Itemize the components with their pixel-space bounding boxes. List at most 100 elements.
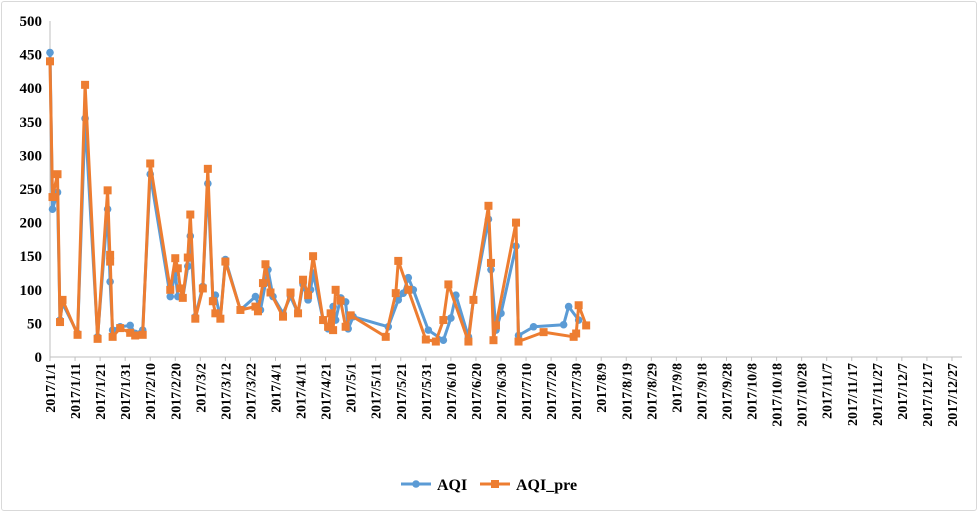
data-point-aqi-pre-54 (404, 285, 413, 294)
data-point-aqi-pre-25 (198, 284, 207, 293)
x-tick-label-2017-3-2: 2017/3/2 (194, 363, 209, 413)
data-point-aqi-pre-24 (191, 314, 200, 323)
y-tick-label-300: 300 (20, 148, 43, 164)
legend: AQI AQI_pre (401, 477, 577, 494)
data-point-aqi-pre-12 (116, 324, 125, 333)
data-point-aqi-pre-38 (286, 288, 295, 297)
data-point-aqi-pre-58 (444, 280, 453, 289)
y-tick-label-200: 200 (20, 216, 43, 232)
x-tick-label-2017-4-21: 2017/4/21 (320, 363, 335, 420)
x-tick-label-2017-8-9: 2017/8/9 (595, 363, 610, 413)
x-tick-label-2017-1-11: 2017/1/11 (69, 363, 84, 419)
axis-lines (49, 21, 962, 358)
data-point-aqi-pre-9 (106, 257, 115, 266)
data-point-aqi-pre-53 (394, 256, 403, 265)
data-point-aqi-pre-61 (484, 201, 493, 210)
data-point-aqi-pre-3 (56, 318, 65, 327)
x-tick-label-2017-5-31: 2017/5/31 (420, 363, 435, 420)
data-point-aqi-pre-55 (421, 335, 430, 344)
data-point-aqi-pre-1 (48, 193, 57, 202)
y-tick-label-400: 400 (20, 81, 43, 97)
x-tick-label-2017-2-10: 2017/2/10 (144, 363, 159, 420)
y-tick-label-150: 150 (20, 249, 43, 265)
x-tick-label-2017-1-21: 2017/1/21 (94, 363, 109, 420)
data-point-aqi-55 (424, 326, 433, 334)
data-point-aqi-pre-11 (108, 332, 117, 341)
data-point-aqi-pre-40 (299, 275, 308, 284)
data-point-aqi-pre-65 (512, 218, 521, 227)
x-tick-label-2017-10-18: 2017/10/18 (771, 363, 786, 427)
data-point-aqi-pre-26 (203, 164, 212, 173)
series-aqi-pre (46, 57, 591, 346)
data-point-aqi-pre-21 (178, 293, 187, 302)
data-point-aqi-1 (48, 205, 57, 213)
data-point-aqi-pre-67 (539, 328, 548, 337)
data-point-aqi-30 (251, 292, 260, 301)
data-point-aqi-pre-14 (131, 331, 140, 340)
x-tick-label-2017-8-29: 2017/8/29 (645, 363, 660, 420)
data-point-aqi-pre-19 (173, 264, 182, 273)
data-point-aqi-67 (529, 322, 538, 331)
x-axis: 2017/1/1 2017/1/11 2017/1/21 2017/1/31 2017/… (44, 357, 961, 427)
data-point-aqi-51 (394, 296, 403, 304)
data-point-aqi-pre-60 (469, 295, 478, 304)
data-point-aqi-pre-46 (329, 326, 338, 335)
x-tick-label-2017-9-18: 2017/9/18 (695, 363, 710, 420)
data-point-aqi-pre-22 (183, 253, 192, 262)
x-tick-label-2017-9-28: 2017/9/28 (720, 363, 735, 420)
data-point-aqi-pre-4 (58, 295, 67, 304)
data-point-aqi-pre-0 (46, 57, 54, 66)
data-point-aqi-pre-32 (251, 302, 260, 311)
x-tick-label-2017-7-30: 2017/7/30 (570, 363, 585, 420)
y-tick-label-100: 100 (20, 283, 43, 299)
data-point-aqi-pre-48 (336, 296, 345, 305)
data-point-aqi-pre-45 (326, 309, 335, 318)
x-tick-label-2017-7-10: 2017/7/10 (520, 363, 535, 420)
data-point-aqi-pre-10 (106, 250, 115, 259)
data-point-aqi-pre-13 (126, 328, 135, 337)
data-point-aqi-pre-52 (391, 289, 400, 298)
data-point-aqi-53 (404, 273, 413, 282)
data-point-aqi-pre-5 (73, 330, 82, 339)
data-point-aqi-pre-29 (216, 314, 225, 323)
data-point-aqi-pre-57 (439, 316, 448, 325)
data-point-aqi-pre-20 (176, 284, 185, 293)
data-point-aqi-69 (564, 302, 573, 311)
data-point-aqi-pre-33 (253, 307, 262, 316)
data-point-aqi-pre-51 (381, 332, 390, 341)
x-tick-label-2017-11-27: 2017/11/27 (871, 363, 886, 426)
y-tick-label-450: 450 (20, 48, 43, 64)
data-point-aqi-pre-42 (309, 252, 318, 261)
data-point-aqi-pre-17 (166, 285, 175, 294)
x-tick-label-2017-12-27: 2017/12/27 (946, 363, 961, 427)
x-tick-label-2017-4-11: 2017/4/11 (295, 363, 310, 419)
data-point-aqi-pre-36 (266, 288, 275, 297)
x-tick-label-2017-6-10: 2017/6/10 (445, 363, 460, 420)
x-tick-label-2017-5-11: 2017/5/11 (370, 363, 385, 419)
x-tick-label-2017-9-8: 2017/9/8 (670, 363, 685, 413)
data-point-aqi-12 (126, 321, 134, 330)
data-point-aqi-pre-69 (572, 329, 581, 338)
data-point-aqi-pre-31 (236, 305, 245, 314)
data-point-aqi-pre-56 (431, 337, 440, 346)
data-point-aqi-pre-6 (81, 80, 90, 89)
data-point-aqi-pre-18 (171, 254, 180, 263)
data-point-aqi-pre-44 (324, 322, 333, 331)
data-point-aqi-pre-39 (294, 309, 303, 318)
data-point-aqi-pre-43 (319, 316, 328, 325)
x-tick-label-2017-12-17: 2017/12/17 (921, 363, 936, 427)
data-point-aqi-pre-59 (464, 337, 473, 346)
data-point-aqi-16 (166, 292, 175, 301)
y-tick-label-250: 250 (20, 182, 43, 198)
x-tick-label-2017-3-12: 2017/3/12 (219, 363, 234, 420)
data-point-aqi-pre-28 (211, 309, 220, 318)
legend-item-aqi-pre: AQI_pre (480, 477, 577, 494)
data-point-aqi-pre-8 (103, 186, 112, 195)
x-tick-label-2017-11-7: 2017/11/7 (821, 363, 836, 419)
x-tick-label-2017-11-17: 2017/11/17 (846, 363, 861, 426)
x-tick-label-2017-1-31: 2017/1/31 (119, 363, 134, 420)
data-point-aqi-56 (439, 336, 448, 345)
x-tick-label-2017-3-22: 2017/3/22 (244, 363, 259, 420)
x-tick-label-2017-2-20: 2017/2/20 (169, 363, 184, 420)
